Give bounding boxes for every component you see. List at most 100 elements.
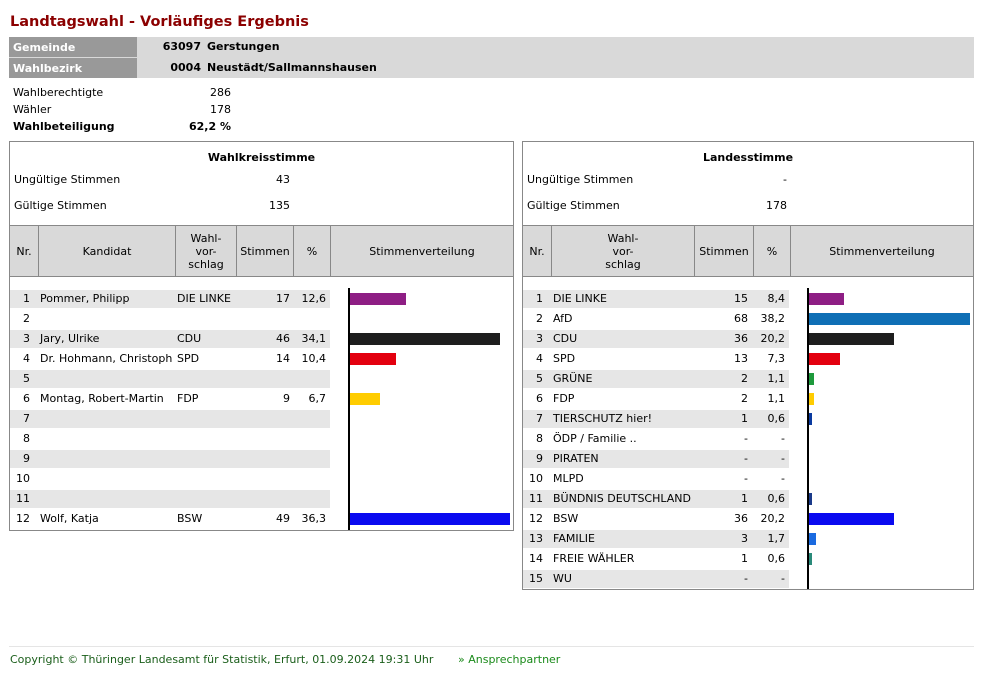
row-pct: 1,1 bbox=[767, 392, 786, 405]
row-wahlvorschlag: FDP bbox=[177, 392, 199, 405]
waehler-value: 178 bbox=[210, 103, 231, 116]
ls-table-header: Nr. Wahl- vor- schlag Stimmen % Stimmenv… bbox=[523, 225, 973, 277]
row-wahlvorschlag: DIE LINKE bbox=[177, 292, 231, 305]
row-nr: 1 bbox=[536, 292, 543, 305]
wahlbezirk-name: Neustädt/Sallmannshausen bbox=[207, 61, 377, 74]
wks-header-vorschlag: Wahl- vor- schlag bbox=[175, 226, 236, 276]
row-stimmen: 13 bbox=[734, 352, 748, 365]
row-nr: 13 bbox=[529, 532, 543, 545]
row-wahlvorschlag: GRÜNE bbox=[553, 372, 593, 385]
landesstimme-panel: Landesstimme Ungültige Stimmen - Gültige… bbox=[522, 141, 974, 590]
row-stimmen: - bbox=[744, 472, 748, 485]
row-wahlvorschlag: TIERSCHUTZ hier! bbox=[553, 412, 653, 425]
row-wahlvorschlag: FAMILIE bbox=[553, 532, 595, 545]
table-row: 12 BSW 36 20,2 bbox=[523, 510, 789, 528]
table-row: 12 Wolf, Katja BSW 49 36,3 bbox=[10, 510, 330, 528]
row-wahlvorschlag: BÜNDNIS DEUTSCHLAND bbox=[553, 492, 691, 505]
ansprechpartner-link[interactable]: » Ansprechpartner bbox=[458, 653, 561, 666]
ls-gueltig-value: 178 bbox=[766, 199, 787, 212]
row-stimmen: 1 bbox=[741, 492, 748, 505]
chart-bar bbox=[809, 293, 845, 305]
row-pct: 34,1 bbox=[301, 332, 327, 345]
row-nr: 8 bbox=[23, 432, 30, 445]
table-row: 5 bbox=[10, 370, 330, 388]
row-pct: - bbox=[781, 452, 785, 465]
ls-header-stimmen: Stimmen bbox=[694, 226, 753, 276]
row-stimmen: 2 bbox=[741, 392, 748, 405]
row-wahlvorschlag: ÖDP / Familie .. bbox=[553, 432, 637, 445]
gemeinde-name: Gerstungen bbox=[207, 40, 280, 53]
table-row: 4 SPD 13 7,3 bbox=[523, 350, 789, 368]
table-row: 8 bbox=[10, 430, 330, 448]
table-row: 9 bbox=[10, 450, 330, 468]
page-title: Landtagswahl - Vorläufiges Ergebnis bbox=[10, 14, 309, 30]
table-row: 9 PIRATEN - - bbox=[523, 450, 789, 468]
table-row: 15 WU - - bbox=[523, 570, 789, 588]
row-pct: 12,6 bbox=[301, 292, 327, 305]
row-nr: 4 bbox=[23, 352, 30, 365]
row-pct: 0,6 bbox=[767, 412, 786, 425]
row-kandidat: Jary, Ulrike bbox=[40, 332, 100, 345]
chart-bar bbox=[350, 513, 510, 525]
wahlbeteiligung-label: Wahlbeteiligung bbox=[13, 120, 115, 133]
row-nr: 10 bbox=[529, 472, 543, 485]
table-row: 8 ÖDP / Familie .. - - bbox=[523, 430, 789, 448]
row-stimmen: 36 bbox=[734, 332, 748, 345]
row-pct: 0,6 bbox=[767, 552, 786, 565]
row-pct: 6,7 bbox=[308, 392, 327, 405]
chart-bar bbox=[350, 293, 406, 305]
table-row: 2 AfD 68 38,2 bbox=[523, 310, 789, 328]
wahlberechtigte-label: Wahlberechtigte bbox=[13, 86, 104, 99]
row-nr: 7 bbox=[536, 412, 543, 425]
wahlbezirk-number: 0004 bbox=[170, 61, 201, 74]
row-nr: 15 bbox=[529, 572, 543, 585]
row-kandidat: Montag, Robert-Martin bbox=[40, 392, 164, 405]
chart-bar bbox=[350, 353, 396, 365]
row-pct: 0,6 bbox=[767, 492, 786, 505]
row-wahlvorschlag: FDP bbox=[553, 392, 575, 405]
wks-chart-axis bbox=[348, 288, 350, 530]
row-stimmen: 2 bbox=[741, 372, 748, 385]
table-row: 6 FDP 2 1,1 bbox=[523, 390, 789, 408]
row-nr: 12 bbox=[16, 512, 30, 525]
row-nr: 6 bbox=[23, 392, 30, 405]
row-wahlvorschlag: FREIE WÄHLER bbox=[553, 552, 635, 565]
chart-bar bbox=[350, 333, 501, 345]
chart-bar bbox=[809, 353, 840, 365]
row-nr: 2 bbox=[536, 312, 543, 325]
wahlberechtigte-value: 286 bbox=[210, 86, 231, 99]
row-stimmen: 1 bbox=[741, 552, 748, 565]
row-pct: - bbox=[781, 472, 785, 485]
row-nr: 6 bbox=[536, 392, 543, 405]
row-kandidat: Wolf, Katja bbox=[40, 512, 99, 525]
row-stimmen: 9 bbox=[283, 392, 290, 405]
row-pct: 38,2 bbox=[760, 312, 786, 325]
row-wahlvorschlag: SPD bbox=[177, 352, 200, 365]
wks-table-header: Nr. Kandidat Wahl- vor- schlag Stimmen %… bbox=[10, 225, 513, 277]
row-stimmen: - bbox=[744, 432, 748, 445]
wks-header-kandidat: Kandidat bbox=[38, 226, 175, 276]
table-row: 2 bbox=[10, 310, 330, 328]
waehler-label: Wähler bbox=[13, 103, 52, 116]
chart-bar bbox=[809, 413, 812, 425]
ls-gueltig-label: Gültige Stimmen bbox=[527, 199, 620, 212]
row-wahlvorschlag: WU bbox=[553, 572, 572, 585]
row-stimmen: 15 bbox=[734, 292, 748, 305]
row-wahlvorschlag: MLPD bbox=[553, 472, 584, 485]
ls-ungueltig-value: - bbox=[783, 173, 787, 186]
table-row: 11 bbox=[10, 490, 330, 508]
wahlbeteiligung-value: 62,2 % bbox=[189, 120, 231, 133]
row-wahlvorschlag: BSW bbox=[553, 512, 579, 525]
row-stimmen: 1 bbox=[741, 412, 748, 425]
row-nr: 14 bbox=[529, 552, 543, 565]
table-row: 10 MLPD - - bbox=[523, 470, 789, 488]
copyright-text: Copyright © Thüringer Landesamt für Stat… bbox=[10, 653, 434, 666]
row-stimmen: 68 bbox=[734, 312, 748, 325]
footer-divider bbox=[9, 646, 974, 647]
row-nr: 1 bbox=[23, 292, 30, 305]
wks-ungueltig-label: Ungültige Stimmen bbox=[14, 173, 121, 186]
row-pct: 36,3 bbox=[301, 512, 327, 525]
landesstimme-title: Landesstimme bbox=[702, 151, 794, 164]
table-row: 10 bbox=[10, 470, 330, 488]
wks-header-pct: % bbox=[293, 226, 330, 276]
